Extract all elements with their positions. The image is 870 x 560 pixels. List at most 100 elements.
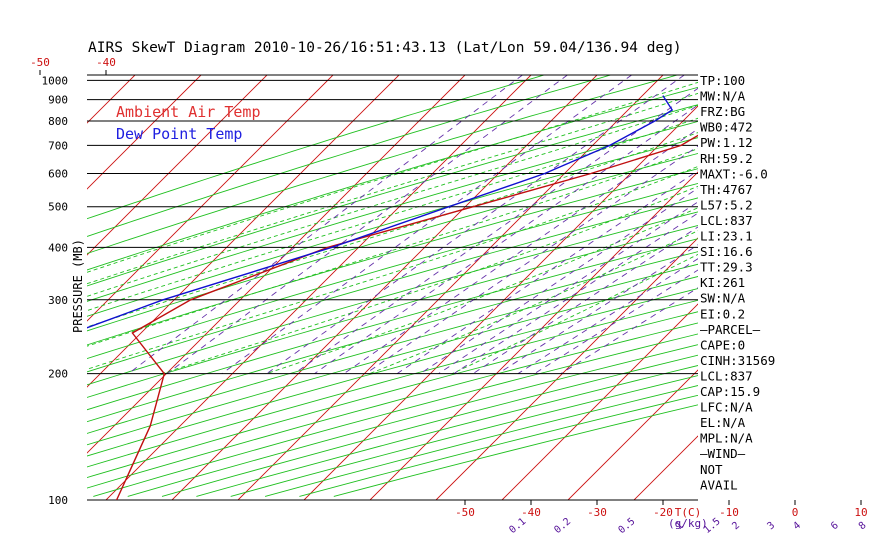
isotherm-line — [567, 369, 698, 500]
mixing-ratio-tick-label: 6 — [829, 520, 841, 532]
dry-adiabat-line — [87, 197, 698, 373]
index-label: KI:261 — [700, 275, 745, 290]
index-label: MAXT:-6.0 — [700, 166, 768, 181]
index-label: LCL:837 — [700, 213, 753, 228]
moist-adiabat-line — [87, 92, 698, 285]
legend-label: Ambient Air Temp — [116, 103, 261, 121]
dry-adiabat-line — [87, 75, 613, 237]
dry-adiabat-line — [87, 251, 698, 423]
bottom-temp-tick-label: -50 — [455, 506, 475, 519]
mixing-ratio-line — [419, 187, 698, 375]
isotherm-line — [369, 171, 698, 500]
pressure-tick-label: 600 — [48, 167, 68, 180]
pressure-tick-label: 200 — [48, 368, 68, 381]
index-label: L57:5.2 — [700, 197, 753, 212]
bottom-temp-tick-label: 10 — [854, 506, 867, 519]
pressure-tick-label: 1000 — [42, 74, 69, 87]
dry-adiabat-line — [87, 120, 698, 302]
mixing-ratio-unit-label: (g/kg) — [668, 517, 708, 530]
dry-adiabat-line — [87, 263, 698, 434]
bottom-temp-tick-label: -30 — [587, 506, 607, 519]
chart-title: AIRS SkewT Diagram 2010-10-26/16:51:43.1… — [88, 40, 682, 56]
isobars — [39, 70, 862, 505]
stability-indices: TP:100MW:N/AFRZ:BGWB0:472PW:1.12RH:59.2M… — [700, 73, 775, 492]
mixing-ratio-line — [438, 201, 698, 375]
dry-adiabat-line — [87, 75, 679, 255]
bottom-temp-tick-label: 0 — [792, 506, 799, 519]
dry-adiabat-line — [87, 224, 698, 398]
dry-adiabat-line — [230, 375, 698, 497]
index-label: MW:N/A — [700, 89, 746, 104]
index-label: –PARCEL– — [700, 322, 761, 337]
pressure-tick-label: 700 — [48, 139, 68, 152]
dry-adiabat-line — [87, 238, 698, 411]
moist-adiabat-line — [451, 253, 698, 375]
y-axis-label: PRESSURE (MB) — [71, 239, 85, 333]
mixing-ratio-tick-label: 0.2 — [552, 516, 573, 536]
mixing-ratio-tick-label: 4 — [791, 520, 803, 532]
isotherm-line — [435, 237, 698, 500]
bottom-temp-tick-label: -40 — [521, 506, 541, 519]
mixing-ratio-line — [534, 269, 698, 375]
moist-adiabat-line — [87, 81, 698, 273]
top-temp-tick-label: -50 — [30, 56, 50, 69]
dry-adiabat-line — [87, 152, 698, 332]
pressure-tick-label: 900 — [48, 94, 68, 107]
dry-adiabat-line — [87, 311, 698, 479]
legend: Ambient Air Temp Dew Point Temp — [116, 103, 261, 143]
mixing-ratio-line — [266, 75, 685, 375]
moist-adiabat-line — [266, 207, 698, 375]
index-label: AVAIL — [700, 477, 738, 492]
index-label: TP:100 — [700, 73, 745, 88]
mixing-ratio-line — [293, 87, 698, 375]
bottom-temp-tick-label: -10 — [719, 506, 739, 519]
index-label: LCL:837 — [700, 368, 753, 383]
mixing-ratio-line — [221, 75, 632, 375]
bottom-temp-tick-label: -20 — [653, 506, 673, 519]
mixing-ratio-line — [365, 145, 698, 375]
dry-adiabat-line — [87, 322, 698, 489]
mixing-ratio-tick-label: 0.5 — [617, 516, 638, 536]
dry-adiabat-line — [87, 288, 698, 457]
index-label: MPL:N/A — [700, 431, 753, 446]
mixing-ratio-line — [517, 258, 698, 375]
index-label: CAPE:0 — [700, 337, 745, 352]
moist-adiabat-line — [87, 117, 698, 312]
dry-adiabat-line — [87, 168, 698, 346]
dry-adiabat-line — [333, 404, 698, 497]
index-label: WB0:472 — [700, 120, 753, 135]
mixing-ratio-tick-label: 0.1 — [507, 516, 528, 536]
pressure-tick-label: 800 — [48, 115, 68, 128]
index-label: EI:0.2 — [700, 306, 745, 321]
mixing-ratio-tick-label: 1 — [674, 520, 686, 532]
mixing-ratio-line — [472, 226, 698, 375]
bottom-axis-unit-label: T(C) — [675, 506, 702, 519]
dry-adiabat-line — [87, 86, 698, 271]
mixing-ratio-line — [396, 169, 698, 375]
dry-adiabat-line — [87, 299, 698, 468]
index-label: PW:1.12 — [700, 135, 753, 150]
dry-adiabat-line — [87, 182, 698, 360]
dry-adiabat-line — [87, 211, 698, 386]
index-label: CINH:31569 — [700, 353, 775, 368]
dry-adiabat-line — [196, 365, 698, 497]
pressure-tick-label: 500 — [48, 201, 68, 214]
index-label: TH:4767 — [700, 182, 753, 197]
profile-series — [87, 95, 698, 500]
dry-adiabat-line — [87, 276, 698, 446]
mixing-ratio-tick-label: 3 — [765, 520, 777, 532]
pressure-tick-label: 100 — [48, 494, 68, 507]
moist-adiabat-line — [87, 104, 698, 297]
pressure-tick-label: 400 — [48, 241, 68, 254]
index-label: LFC:N/A — [700, 400, 753, 415]
index-label: CAP:15.9 — [700, 384, 760, 399]
temperature-profile — [115, 134, 698, 500]
moist-adiabat-line — [87, 132, 698, 328]
index-label: EL:N/A — [700, 415, 746, 430]
mixing-ratio-tick-label: 2 — [730, 520, 742, 532]
index-label: –WIND– — [700, 446, 746, 461]
dew-point-profile — [87, 95, 674, 329]
index-label: NOT — [700, 462, 723, 477]
isotherm-line — [0, 75, 3, 500]
